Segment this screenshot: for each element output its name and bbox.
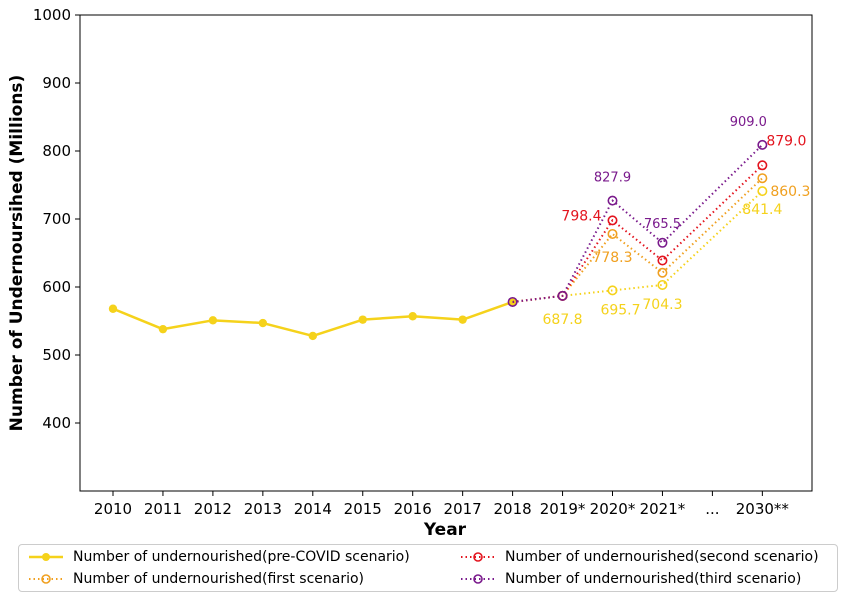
- x-tick-label: 2020*: [590, 500, 636, 518]
- data-label: 765.5: [644, 217, 681, 232]
- data-label: 827.9: [594, 171, 631, 186]
- legend: Number of undernourished(pre-COVID scena…: [18, 544, 838, 592]
- legend-item-second-scenario: Number of undernourished(second scenario…: [461, 549, 819, 565]
- series-line-dotted: [512, 177, 764, 303]
- y-tick-label: 800: [42, 142, 71, 160]
- legend-label-first-scenario: Number of undernourished(first scenario): [73, 571, 365, 587]
- y-tick-label: 700: [42, 210, 71, 228]
- series-line-solid: [112, 300, 514, 338]
- x-tick-label: 2018: [494, 500, 532, 518]
- data-label: 841.4: [742, 202, 782, 218]
- x-axis-title: Year: [423, 520, 467, 540]
- data-point: [308, 331, 317, 341]
- junction-point: [507, 296, 518, 307]
- y-tick-label: 900: [42, 74, 71, 92]
- data-point: [657, 267, 668, 278]
- data-point: [358, 315, 367, 324]
- data-point: [607, 228, 618, 239]
- x-tick-label: 2019*: [540, 500, 586, 518]
- data-label: 909.0: [730, 115, 767, 130]
- data-point: [657, 255, 668, 266]
- legend-label-second-scenario: Number of undernourished(second scenario…: [505, 549, 819, 565]
- data-point: [208, 316, 218, 325]
- legend-item-pre-covid: Number of undernourished(pre-COVID scena…: [29, 549, 410, 565]
- data-label: 860.3: [770, 184, 810, 200]
- y-tick-label: 500: [42, 346, 71, 364]
- data-label: 879.0: [766, 133, 806, 149]
- legend-swatch-second-scenario: [461, 552, 495, 562]
- legend-label-pre-covid: Number of undernourished(pre-COVID scena…: [73, 549, 410, 565]
- series-0: [108, 186, 768, 341]
- data-label: 687.8: [543, 312, 583, 328]
- series-line-dotted: [512, 144, 764, 303]
- legend-item-first-scenario: Number of undernourished(first scenario): [29, 571, 364, 587]
- data-point: [108, 304, 118, 313]
- y-tick-label: 1000: [33, 6, 71, 24]
- data-point: [458, 315, 467, 324]
- x-tick-label: 2011: [144, 500, 182, 518]
- data-point: [757, 139, 768, 150]
- legend-swatch-pre-covid: [29, 553, 63, 561]
- x-tick-label: 2016: [394, 500, 432, 518]
- series-line-dotted: [512, 164, 764, 303]
- data-point: [657, 279, 668, 290]
- data-point: [607, 215, 618, 226]
- y-tick-label: 600: [42, 278, 71, 296]
- x-tick-label: 2030**: [736, 500, 790, 518]
- data-label: 704.3: [642, 297, 682, 313]
- legend-swatch-third-scenario: [461, 574, 495, 584]
- legend-label-third-scenario: Number of undernourished(third scenario): [505, 571, 802, 587]
- line-chart: 400 500 600 700 800 900 1000 2010 2011 2012 2013 20…: [7, 6, 813, 540]
- x-tick-label: 2010: [94, 500, 132, 518]
- data-point: [258, 318, 268, 328]
- data-label: 695.7: [600, 302, 640, 318]
- plot-frame: [79, 14, 813, 492]
- x-tick-label: ...: [705, 500, 719, 518]
- x-tick-label: 2021*: [640, 500, 686, 518]
- data-label: 798.4: [561, 208, 601, 224]
- series-2: [512, 160, 768, 303]
- x-tick-label: 2015: [344, 500, 382, 518]
- data-point: [757, 160, 768, 171]
- data-point: [757, 186, 768, 197]
- data-point: [757, 173, 768, 184]
- data-point: [607, 285, 618, 296]
- series-3: [512, 139, 768, 303]
- data-point: [557, 290, 568, 301]
- data-point: [408, 312, 417, 321]
- x-tick-label: 2017: [444, 500, 482, 518]
- data-point: [607, 195, 618, 206]
- series-line-dotted: [512, 190, 764, 303]
- y-tick-label: 400: [42, 414, 71, 432]
- x-tick-label: 2013: [244, 500, 282, 518]
- y-axis-title: Number of Undernoursihed (Millions): [7, 75, 27, 432]
- data-point: [158, 324, 168, 334]
- x-tick-label: 2014: [294, 500, 332, 518]
- series-layer: [108, 139, 768, 341]
- legend-item-third-scenario: Number of undernourished(third scenario): [461, 571, 801, 587]
- data-point: [657, 237, 668, 248]
- series-1: [512, 173, 768, 303]
- x-tick-label: 2012: [194, 500, 232, 518]
- data-label: 778.3: [592, 250, 632, 266]
- axes: 400 500 600 700 800 900 1000 2010 2011 2012 2013 20…: [33, 6, 790, 518]
- legend-swatch-first-scenario: [29, 574, 63, 584]
- data-labels: 687.8 695.7 704.3 841.4 778.3 860.3 798.4 879.0…: [543, 115, 811, 328]
- plot-area: [79, 14, 813, 492]
